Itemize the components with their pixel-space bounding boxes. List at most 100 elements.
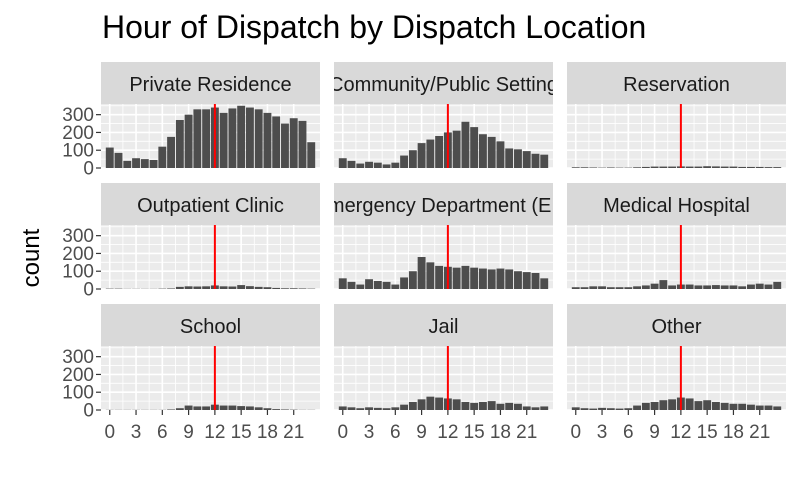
bar xyxy=(589,408,598,410)
bar xyxy=(703,400,712,410)
bar xyxy=(228,108,237,168)
y-axis-label: count xyxy=(18,228,45,287)
bar xyxy=(487,269,496,289)
bar xyxy=(522,406,531,410)
y-tick-label: 200 xyxy=(62,365,94,386)
bar xyxy=(606,287,615,289)
bar xyxy=(452,399,461,410)
x-tick-label: 21 xyxy=(516,422,537,443)
bar xyxy=(417,257,426,289)
bar xyxy=(105,147,114,168)
x-tick-label: 0 xyxy=(570,422,581,443)
x-tick-label: 18 xyxy=(490,422,511,443)
bar xyxy=(167,136,176,168)
facet-strip-label: Outpatient Clinic xyxy=(137,195,284,217)
bar xyxy=(659,280,668,289)
facet-strip xyxy=(101,183,320,225)
bar xyxy=(408,271,417,289)
bar xyxy=(237,406,246,410)
plot-panel-background xyxy=(101,346,320,410)
bar xyxy=(531,273,540,289)
bar xyxy=(347,160,356,168)
x-tick-label: 21 xyxy=(749,422,770,443)
bar xyxy=(298,288,307,289)
bar xyxy=(114,152,123,168)
bar xyxy=(426,396,435,410)
bar xyxy=(694,166,703,168)
bar xyxy=(132,158,140,168)
facet-strip-label: Community/Public Setting xyxy=(329,74,558,96)
bar xyxy=(773,281,782,289)
bar xyxy=(365,407,373,410)
bar xyxy=(650,402,659,410)
facet-panel: Other 0 3 6 9 12 15 18 21 xyxy=(567,304,786,443)
y-tick-label: 0 xyxy=(83,401,94,422)
x-tick-label: 15 xyxy=(697,422,718,443)
bar xyxy=(435,136,444,168)
bar xyxy=(298,120,307,168)
bar xyxy=(193,109,202,168)
bar xyxy=(738,403,747,410)
bar xyxy=(685,166,694,168)
x-tick-label: 12 xyxy=(204,422,225,443)
bar xyxy=(747,404,755,410)
bar xyxy=(747,166,755,168)
bar xyxy=(496,268,505,289)
facet-strip-label: Medical Hospital xyxy=(603,195,750,217)
bar xyxy=(650,283,659,289)
bar xyxy=(245,286,254,289)
bar xyxy=(659,166,668,168)
bar xyxy=(263,287,272,289)
bar xyxy=(624,287,633,289)
facet-panel: Reservation xyxy=(567,62,786,169)
y-tick-label: 100 xyxy=(62,141,94,162)
facet-strip-label: School xyxy=(180,316,241,338)
bar xyxy=(365,161,373,168)
bar xyxy=(641,166,650,168)
bar xyxy=(175,120,184,168)
facet-strip xyxy=(334,304,553,346)
bar xyxy=(478,134,487,168)
bar xyxy=(773,167,782,168)
bar xyxy=(531,407,540,410)
bar xyxy=(228,286,237,289)
y-tick-label: 300 xyxy=(62,347,94,368)
bar xyxy=(531,153,540,168)
bar xyxy=(435,265,444,289)
x-tick-label: 0 xyxy=(104,422,115,443)
facet-panel: Jail 0 3 6 9 12 15 18 21 xyxy=(334,304,553,443)
bar xyxy=(245,406,254,410)
bar xyxy=(650,166,659,168)
facet-strip xyxy=(567,183,786,225)
bar xyxy=(606,408,615,410)
x-tick-label: 0 xyxy=(337,422,348,443)
bar xyxy=(633,405,642,410)
bar xyxy=(184,114,193,168)
facet-strip xyxy=(334,183,553,225)
bar xyxy=(281,123,289,168)
bar xyxy=(272,116,281,168)
bar xyxy=(703,166,712,168)
y-tick-label: 200 xyxy=(62,244,94,265)
bar xyxy=(202,286,211,289)
bar xyxy=(694,401,703,410)
bar xyxy=(589,286,598,289)
bar xyxy=(202,109,211,168)
bar xyxy=(514,403,522,410)
bar xyxy=(435,397,444,410)
bar xyxy=(470,402,479,410)
bar xyxy=(720,402,729,410)
bar xyxy=(764,284,773,289)
bar xyxy=(289,288,298,289)
bar xyxy=(641,402,650,410)
bar xyxy=(580,408,589,410)
bar xyxy=(237,105,246,168)
bar xyxy=(347,407,356,410)
bar xyxy=(598,407,606,410)
plot-panel-background xyxy=(101,225,320,289)
bar xyxy=(522,151,531,168)
bar xyxy=(496,403,505,410)
bar xyxy=(641,285,650,289)
